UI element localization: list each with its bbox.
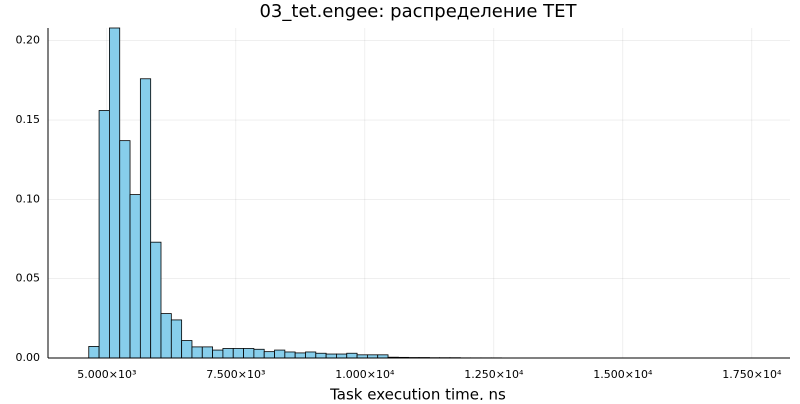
- y-tick-label: 0.05: [16, 272, 41, 285]
- bar: [285, 352, 295, 358]
- bar: [347, 353, 357, 358]
- bar: [326, 354, 336, 358]
- bar: [244, 348, 254, 358]
- x-tick-label: 7.500×10³: [206, 368, 265, 381]
- bar: [109, 28, 119, 358]
- bar: [295, 353, 305, 358]
- bar: [336, 354, 346, 358]
- x-tick-label: 1.000×10⁴: [335, 368, 395, 381]
- y-tick-label: 0.00: [16, 351, 41, 364]
- bar: [120, 141, 130, 358]
- bar: [151, 242, 161, 358]
- bar: [316, 353, 326, 358]
- bar: [233, 348, 243, 358]
- bar: [254, 349, 264, 358]
- bar: [171, 320, 181, 358]
- y-tick-label: 0.15: [16, 113, 41, 126]
- x-tick-label: 1.250×10⁴: [464, 368, 524, 381]
- bar: [182, 341, 192, 358]
- x-tick-label: 1.750×10⁴: [722, 368, 782, 381]
- bar: [140, 79, 150, 358]
- chart-title: 03_tet.engee: распределение TET: [259, 1, 577, 22]
- bar: [89, 346, 99, 358]
- x-tick-label: 1.500×10⁴: [593, 368, 653, 381]
- bar: [202, 347, 212, 358]
- y-tick-label: 0.20: [16, 34, 41, 47]
- bar: [161, 314, 171, 358]
- bar: [99, 111, 109, 359]
- bar: [192, 347, 202, 358]
- bar: [223, 348, 233, 358]
- bar: [264, 352, 274, 358]
- y-tick-label: 0.10: [16, 192, 41, 205]
- bar: [213, 350, 223, 358]
- bar: [275, 350, 285, 358]
- x-tick-label: 5.000×10³: [77, 368, 136, 381]
- x-axis-label: Task execution time, ns: [329, 386, 506, 401]
- bar: [130, 195, 140, 358]
- bar: [305, 352, 315, 358]
